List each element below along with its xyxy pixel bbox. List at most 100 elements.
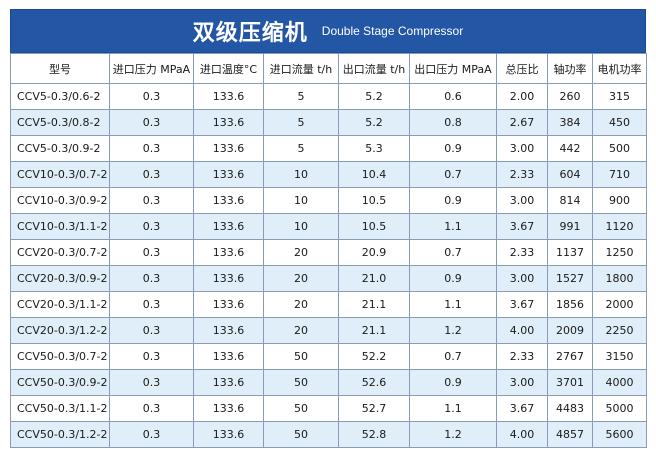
cell-pressure-ratio: 4.00 — [496, 317, 548, 344]
cell-outlet-flow: 21.1 — [338, 317, 410, 344]
cell-shaft-power: 442 — [547, 135, 593, 162]
cell-inlet-pressure: 0.3 — [109, 317, 194, 344]
cell-model: CCV5-0.3/0.6-2 — [10, 83, 110, 110]
cell-model: CCV50-0.3/0.7-2 — [10, 343, 110, 370]
cell-inlet-pressure: 0.3 — [109, 83, 194, 110]
cell-inlet-temperature: 133.6 — [193, 395, 264, 422]
cell-model: CCV20-0.3/0.9-2 — [10, 265, 110, 292]
cell-shaft-power: 1527 — [547, 265, 593, 292]
cell-outlet-flow: 21.0 — [338, 265, 410, 292]
cell-inlet-temperature: 133.6 — [193, 213, 264, 240]
cell-inlet-temperature: 133.6 — [193, 239, 264, 266]
header-model: 型号 — [10, 53, 110, 84]
cell-motor-power: 2000 — [592, 291, 647, 318]
cell-outlet-pressure: 0.7 — [409, 161, 497, 188]
cell-motor-power: 4000 — [592, 369, 647, 396]
cell-inlet-pressure: 0.3 — [109, 395, 194, 422]
table-row: CCV20-0.3/0.9-2 0.3 133.6 20 21.0 0.9 3.00 1527… — [10, 265, 647, 292]
cell-motor-power: 1120 — [592, 213, 647, 240]
cell-motor-power: 5000 — [592, 395, 647, 422]
table-row: CCV50-0.3/0.9-2 0.3 133.6 50 52.6 0.9 3.00 3701… — [10, 369, 647, 396]
cell-inlet-temperature: 133.6 — [193, 265, 264, 292]
title-english: Double Stage Compressor — [321, 24, 464, 38]
table-row: CCV10-0.3/0.7-2 0.3 133.6 10 10.4 0.7 2.33 604 7… — [10, 161, 647, 188]
cell-shaft-power: 1856 — [547, 291, 593, 318]
cell-inlet-temperature: 133.6 — [193, 187, 264, 214]
table-row: CCV10-0.3/1.1-2 0.3 133.6 10 10.5 1.1 3.67 991 1… — [10, 213, 647, 240]
cell-outlet-flow: 52.7 — [338, 395, 410, 422]
cell-shaft-power: 3701 — [547, 369, 593, 396]
header-total-pressure-ratio: 总压比 — [496, 53, 548, 84]
title-banner: 双级压缩机 Double Stage Compressor — [10, 9, 646, 53]
cell-inlet-flow: 5 — [263, 109, 339, 136]
cell-inlet-pressure: 0.3 — [109, 421, 194, 448]
cell-outlet-pressure: 1.1 — [409, 213, 497, 240]
cell-motor-power: 1800 — [592, 265, 647, 292]
cell-pressure-ratio: 3.00 — [496, 135, 548, 162]
cell-outlet-pressure: 0.7 — [409, 343, 497, 370]
cell-model: CCV50-0.3/0.9-2 — [10, 369, 110, 396]
cell-model: CCV10-0.3/0.7-2 — [10, 161, 110, 188]
cell-outlet-pressure: 1.2 — [409, 317, 497, 344]
cell-motor-power: 500 — [592, 135, 647, 162]
cell-motor-power: 2250 — [592, 317, 647, 344]
cell-inlet-flow: 20 — [263, 239, 339, 266]
cell-outlet-flow: 10.4 — [338, 161, 410, 188]
cell-pressure-ratio: 2.33 — [496, 343, 548, 370]
cell-motor-power: 5600 — [592, 421, 647, 448]
cell-inlet-flow: 5 — [263, 135, 339, 162]
cell-inlet-pressure: 0.3 — [109, 213, 194, 240]
cell-motor-power: 450 — [592, 109, 647, 136]
table-body: CCV5-0.3/0.6-2 0.3 133.6 5 5.2 0.6 2.00 260 315 C… — [10, 83, 647, 448]
cell-pressure-ratio: 3.00 — [496, 265, 548, 292]
cell-shaft-power: 991 — [547, 213, 593, 240]
cell-outlet-pressure: 1.1 — [409, 395, 497, 422]
cell-inlet-flow: 10 — [263, 161, 339, 188]
compressor-spec-sheet: 双级压缩机 Double Stage Compressor 型号 进口压力 MP… — [10, 9, 647, 448]
spec-table: 型号 进口压力 MPaA 进口温度°C 进口流量 t/h 出口流量 t/h 出口… — [10, 53, 647, 448]
cell-model: CCV20-0.3/1.2-2 — [10, 317, 110, 344]
cell-outlet-flow: 5.2 — [338, 109, 410, 136]
title-chinese: 双级压缩机 — [192, 21, 308, 46]
cell-inlet-flow: 20 — [263, 291, 339, 318]
cell-outlet-flow: 5.3 — [338, 135, 410, 162]
table-row: CCV20-0.3/1.2-2 0.3 133.6 20 21.1 1.2 4.00 2009… — [10, 317, 647, 344]
cell-motor-power: 1250 — [592, 239, 647, 266]
cell-model: CCV50-0.3/1.1-2 — [10, 395, 110, 422]
cell-outlet-flow: 52.2 — [338, 343, 410, 370]
cell-pressure-ratio: 3.67 — [496, 395, 548, 422]
cell-shaft-power: 260 — [547, 83, 593, 110]
cell-inlet-temperature: 133.6 — [193, 161, 264, 188]
cell-shaft-power: 384 — [547, 109, 593, 136]
cell-inlet-pressure: 0.3 — [109, 109, 194, 136]
table-row: CCV5-0.3/0.9-2 0.3 133.6 5 5.3 0.9 3.00 442 500 — [10, 135, 647, 162]
cell-inlet-flow: 50 — [263, 395, 339, 422]
cell-model: CCV50-0.3/1.2-2 — [10, 421, 110, 448]
cell-outlet-pressure: 0.7 — [409, 239, 497, 266]
cell-inlet-pressure: 0.3 — [109, 265, 194, 292]
cell-model: CCV10-0.3/0.9-2 — [10, 187, 110, 214]
cell-outlet-pressure: 0.6 — [409, 83, 497, 110]
cell-inlet-temperature: 133.6 — [193, 317, 264, 344]
cell-outlet-pressure: 0.9 — [409, 187, 497, 214]
cell-model: CCV10-0.3/1.1-2 — [10, 213, 110, 240]
cell-inlet-flow: 20 — [263, 317, 339, 344]
cell-model: CCV5-0.3/0.9-2 — [10, 135, 110, 162]
cell-motor-power: 3150 — [592, 343, 647, 370]
cell-outlet-flow: 52.8 — [338, 421, 410, 448]
cell-inlet-pressure: 0.3 — [109, 187, 194, 214]
header-inlet-flow: 进口流量 t/h — [263, 53, 339, 84]
cell-outlet-flow: 52.6 — [338, 369, 410, 396]
cell-pressure-ratio: 2.33 — [496, 239, 548, 266]
cell-inlet-pressure: 0.3 — [109, 239, 194, 266]
header-inlet-temperature: 进口温度°C — [193, 53, 264, 84]
cell-inlet-pressure: 0.3 — [109, 291, 194, 318]
cell-model: CCV20-0.3/1.1-2 — [10, 291, 110, 318]
cell-shaft-power: 2767 — [547, 343, 593, 370]
cell-model: CCV20-0.3/0.7-2 — [10, 239, 110, 266]
cell-motor-power: 315 — [592, 83, 647, 110]
cell-inlet-flow: 50 — [263, 421, 339, 448]
cell-inlet-temperature: 133.6 — [193, 369, 264, 396]
cell-outlet-flow: 21.1 — [338, 291, 410, 318]
cell-outlet-pressure: 0.9 — [409, 369, 497, 396]
